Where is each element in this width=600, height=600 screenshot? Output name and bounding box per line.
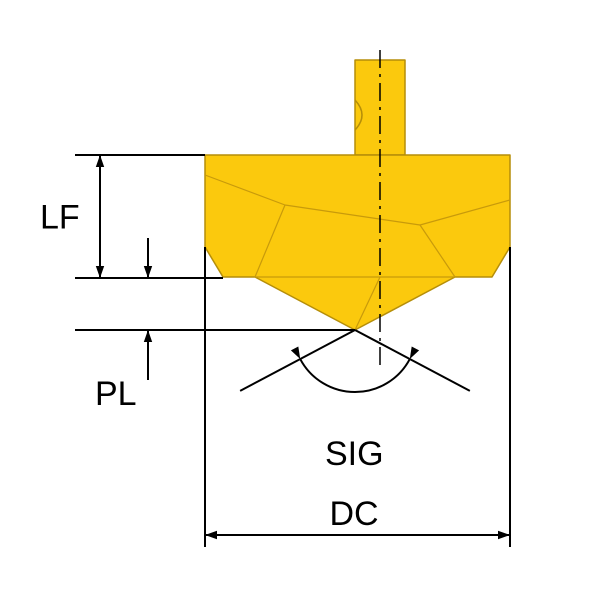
sig-edge-l <box>240 330 355 391</box>
technical-drawing: LF PL SIG DC <box>0 0 600 600</box>
sig-edge-r <box>355 330 470 391</box>
pl-label: PL <box>95 375 137 413</box>
tool-body <box>205 60 510 330</box>
lf-label: LF <box>40 199 80 237</box>
sig-label: SIG <box>325 435 384 473</box>
dc-label: DC <box>330 495 379 533</box>
sig-arc <box>300 359 410 392</box>
